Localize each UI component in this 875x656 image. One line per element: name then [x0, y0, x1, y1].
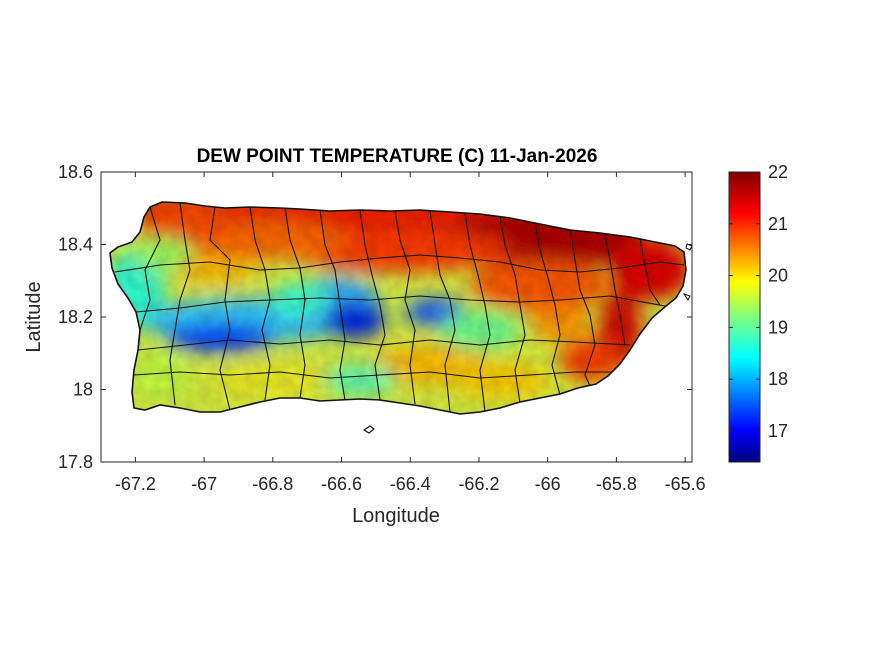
- colorbar-tick-label: 20: [768, 266, 788, 286]
- x-tick-label: -67: [191, 474, 217, 494]
- y-tick-label: 17.8: [58, 452, 93, 472]
- x-axis-label: Longitude: [352, 505, 440, 527]
- y-tick-label: 18.2: [58, 307, 93, 327]
- y-tick-label: 18.4: [58, 235, 93, 255]
- island-outline: [109, 201, 687, 415]
- x-tick-label: -66.6: [321, 474, 362, 494]
- municipal-boundaries: [114, 202, 685, 413]
- offshore-island: [362, 425, 375, 434]
- x-tick-label: -66: [535, 474, 561, 494]
- x-tick-label: -65.8: [596, 474, 637, 494]
- x-tick-label: -67.2: [115, 474, 156, 494]
- colorbar: [728, 171, 761, 463]
- y-axis-label: Latitude: [23, 281, 45, 352]
- offshore-island: [685, 243, 693, 251]
- y-axis-ticks: 18.6 18.4 18.2 18 17.8: [58, 162, 692, 472]
- x-axis-ticks: -67.2 -67 -66.8 -66.6 -66.4 -66.2 -66 -65.8 -65.…: [115, 172, 706, 494]
- colorbar-ticks: 22 21 20 19 18 17: [729, 162, 788, 441]
- x-tick-label: -66.8: [252, 474, 293, 494]
- y-tick-label: 18: [73, 380, 93, 400]
- colorbar-tick-label: 17: [768, 421, 788, 441]
- x-tick-label: -66.4: [390, 474, 431, 494]
- chart-title: DEW POINT TEMPERATURE (C) 11-Jan-2026: [197, 146, 598, 167]
- y-tick-label: 18.6: [58, 162, 93, 182]
- colorbar-tick-label: 21: [768, 214, 788, 234]
- colorbar-tick-label: 19: [768, 317, 788, 337]
- x-tick-label: -65.6: [665, 474, 706, 494]
- x-tick-label: -66.2: [458, 474, 499, 494]
- offshore-island: [682, 293, 691, 301]
- colorbar-tick-label: 18: [768, 369, 788, 389]
- colorbar-tick-label: 22: [768, 162, 788, 182]
